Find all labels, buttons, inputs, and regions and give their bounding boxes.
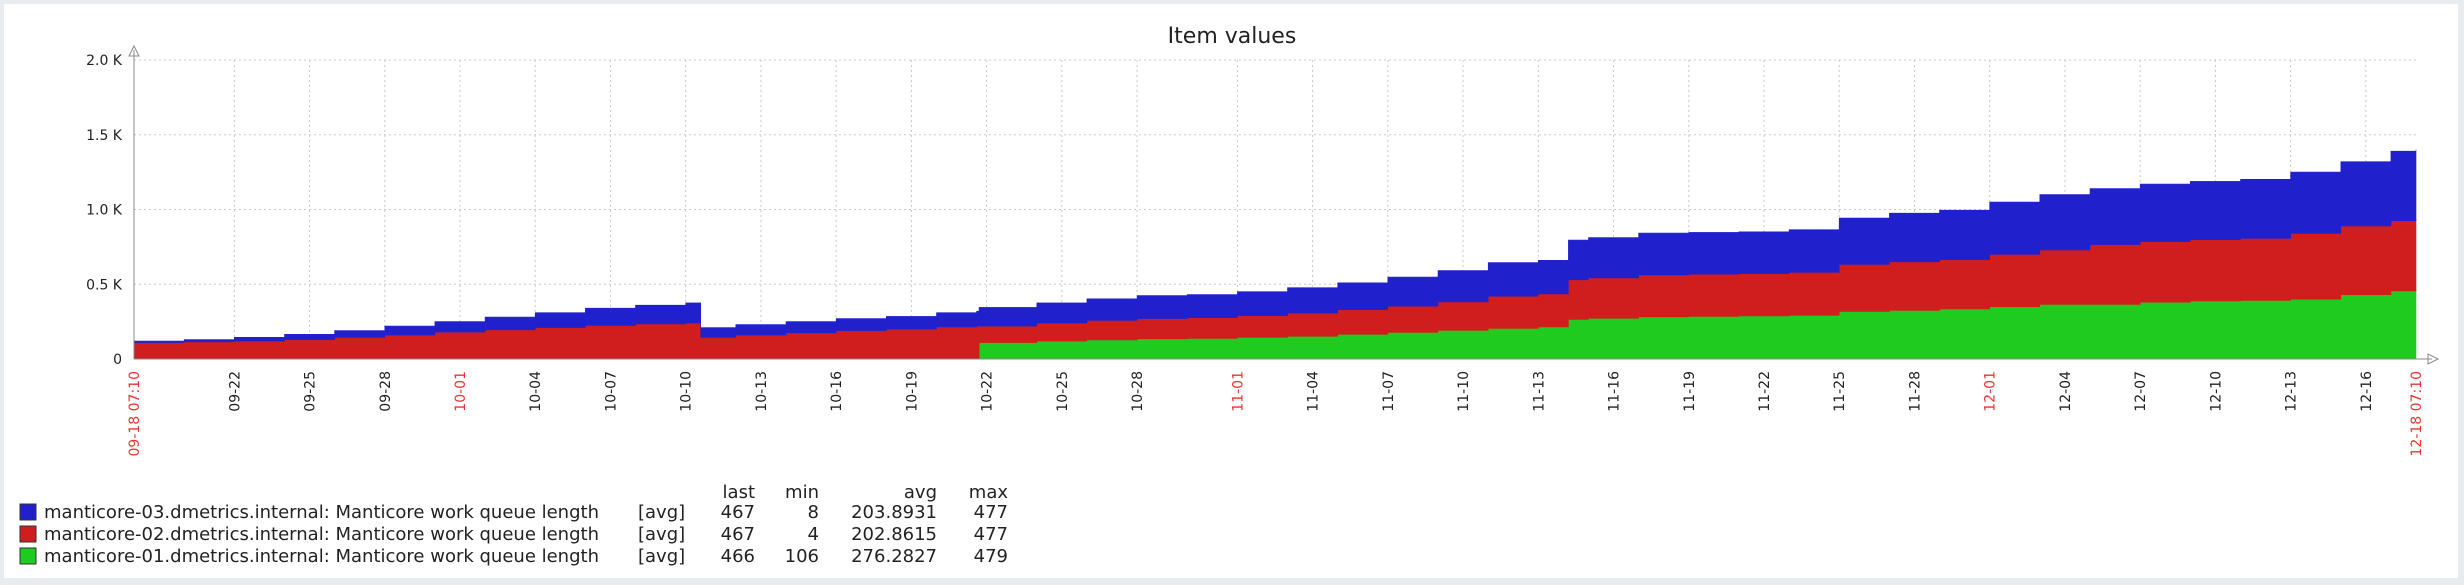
legend-value-last: 467 (721, 502, 755, 523)
x-tick-label: 12-01 (1983, 371, 1999, 412)
x-tick-label: 11-25 (1832, 371, 1848, 412)
legend-value-avg: 202.8615 (851, 524, 937, 545)
y-tick-label: 0.5 K (86, 277, 123, 293)
legend-value-max: 477 (974, 524, 1008, 545)
legend-value-max: 479 (974, 546, 1008, 567)
x-tick-label: 10-16 (829, 371, 845, 412)
y-tick-label: 1.5 K (86, 128, 123, 144)
x-tick-label: 12-07 (2133, 371, 2149, 412)
x-tick-label: 12-18 07:10 (2409, 371, 2425, 456)
x-axis-arrow (2427, 353, 2440, 365)
legend-value-avg: 203.8931 (851, 502, 937, 523)
x-axis-ticks: 09-18 07:10 09-22 09-25 09-28 10-01 10-04 10-0… (127, 371, 2425, 457)
x-tick-label: 11-04 (1306, 371, 1322, 412)
legend-header-last: last (723, 482, 755, 503)
x-tick-label: 10-04 (528, 371, 544, 412)
x-tick-label: 09-25 (303, 371, 319, 412)
y-axis-ticks: 0 0.5 K 1.0 K 1.5 K 2.0 K (86, 53, 123, 368)
series-area-3 (133, 149, 2417, 343)
x-tick-label: 11-13 (1531, 371, 1547, 412)
legend-func: [avg] (638, 524, 685, 545)
legend-value-min: 4 (808, 524, 819, 545)
y-tick-label: 1.0 K (86, 203, 123, 219)
x-tick-label: 12-13 (2284, 371, 2300, 412)
x-tick-label: 10-13 (754, 371, 770, 412)
x-tick-label: 10-19 (904, 371, 920, 412)
legend-func: [avg] (638, 546, 685, 567)
x-tick-label: 09-28 (378, 371, 394, 412)
legend-header-min: min (785, 482, 819, 503)
legend-swatch (19, 547, 37, 565)
y-tick-label: 0 (113, 352, 122, 368)
y-tick-label: 2.0 K (86, 53, 123, 69)
x-tick-label: 11-16 (1607, 371, 1623, 412)
legend: last min avg max manticore-03.dmetrics.inter… (19, 482, 1009, 567)
legend-value-last: 466 (721, 546, 755, 567)
legend-value-min: 106 (785, 546, 819, 567)
y-axis-arrow (128, 44, 140, 57)
x-tick-label: 10-07 (603, 371, 619, 412)
x-tick-label: 11-10 (1456, 371, 1472, 412)
legend-swatch (19, 503, 37, 521)
x-tick-label: 12-16 (2359, 371, 2375, 412)
x-tick-label: 11-07 (1381, 371, 1397, 412)
legend-series-name: manticore-02.dmetrics.internal: Manticor… (44, 524, 599, 545)
x-tick-label: 09-22 (227, 371, 243, 412)
x-tick-label: 11-19 (1682, 371, 1698, 412)
x-tick-label: 10-10 (679, 371, 695, 412)
legend-value-avg: 276.2827 (851, 546, 937, 567)
x-tick-label: 10-01 (453, 371, 469, 412)
legend-value-max: 477 (974, 502, 1008, 523)
legend-header-max: max (969, 482, 1009, 503)
item-values-chart: Item values 0 0.5 K 1.0 K 1.5 K 2.0 K 09-18 … (19, 24, 2440, 567)
legend-header-avg: avg (904, 482, 937, 503)
x-tick-label: 12-10 (2208, 371, 2224, 412)
x-tick-label: 09-18 07:10 (127, 371, 143, 456)
axes (128, 44, 2440, 365)
x-tick-label: 10-28 (1130, 371, 1146, 412)
legend-value-last: 467 (721, 524, 755, 545)
x-tick-label: 11-22 (1757, 371, 1773, 412)
legend-swatch (19, 525, 37, 543)
legend-value-min: 8 (808, 502, 819, 523)
chart-title: Item values (1168, 24, 1297, 49)
legend-series-name: manticore-03.dmetrics.internal: Manticor… (44, 502, 599, 523)
stacked-areas (133, 149, 2417, 360)
x-tick-label: 11-28 (1907, 371, 1923, 412)
x-tick-label: 12-04 (2058, 371, 2074, 412)
legend-series-name: manticore-01.dmetrics.internal: Manticor… (44, 546, 599, 567)
legend-func: [avg] (638, 502, 685, 523)
x-tick-label: 11-01 (1230, 371, 1246, 412)
x-tick-label: 10-25 (1055, 371, 1071, 412)
graph-panel: Item values 0 0.5 K 1.0 K 1.5 K 2.0 K 09-18 … (4, 4, 2458, 578)
x-tick-label: 10-22 (980, 371, 996, 412)
